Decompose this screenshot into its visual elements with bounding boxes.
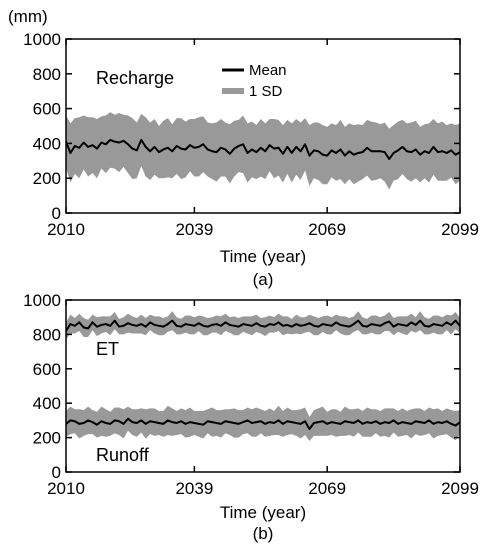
y-tick-label: 800 [33,65,61,84]
x-tick-label: 2010 [47,479,85,498]
unit-label: (mm) [8,7,48,26]
recharge-sd-band [66,112,460,190]
panel-b-frame [65,299,461,473]
y-tick-label: 200 [33,169,61,188]
y-tick-label: 400 [33,394,61,413]
panel-a-x-axis-label: Time (year) [220,247,306,266]
panel-b-x-axis-label: Time (year) [220,503,306,522]
et-mean-line [65,319,461,332]
x-tick-label: 2099 [441,220,479,239]
panel-a-y-ticks: 0 200 400 600 800 1000 [23,30,460,223]
panel-a-x-ticks: 2010 2039 2069 2099 [47,39,479,239]
legend: Mean 1 SD [222,62,287,100]
x-tick-label: 2039 [175,479,213,498]
y-tick-label: 0 [52,204,61,223]
y-tick-label: 1000 [23,291,61,310]
panel-b-y-ticks: 0 200 400 600 800 1000 [23,291,460,482]
y-tick-label: 0 [52,463,61,482]
panel-b: 0 200 400 600 800 1000 2010 2039 2069 2099 ET Ru… [23,291,479,543]
recharge-annotation: Recharge [96,68,174,88]
panel-a-frame [65,38,461,214]
x-tick-label: 2039 [175,220,213,239]
legend-mean-label: Mean [249,62,287,79]
x-tick-label: 2069 [308,479,346,498]
y-tick-label: 800 [33,325,61,344]
runoff-annotation: Runoff [96,445,150,465]
recharge-sd-band-group [66,112,460,190]
x-tick-label: 2099 [441,479,479,498]
legend-sd-label: 1 SD [249,83,283,100]
y-tick-label: 1000 [23,30,61,49]
x-tick-label: 2069 [308,220,346,239]
y-tick-label: 600 [33,360,61,379]
recharge-mean-line [65,138,461,161]
panel-a-label: (a) [253,270,274,289]
panel-b-x-ticks: 2010 2039 2069 2099 [47,300,479,498]
y-tick-label: 600 [33,100,61,119]
panel-b-label: (b) [253,524,274,543]
runoff-mean-line [65,417,461,430]
y-tick-label: 200 [33,429,61,448]
recharge-mean-line-group [65,138,461,161]
y-tick-label: 400 [33,134,61,153]
et-annotation: ET [96,339,119,359]
x-tick-label: 2010 [47,220,85,239]
panel-b-mean-line-group [65,319,461,430]
